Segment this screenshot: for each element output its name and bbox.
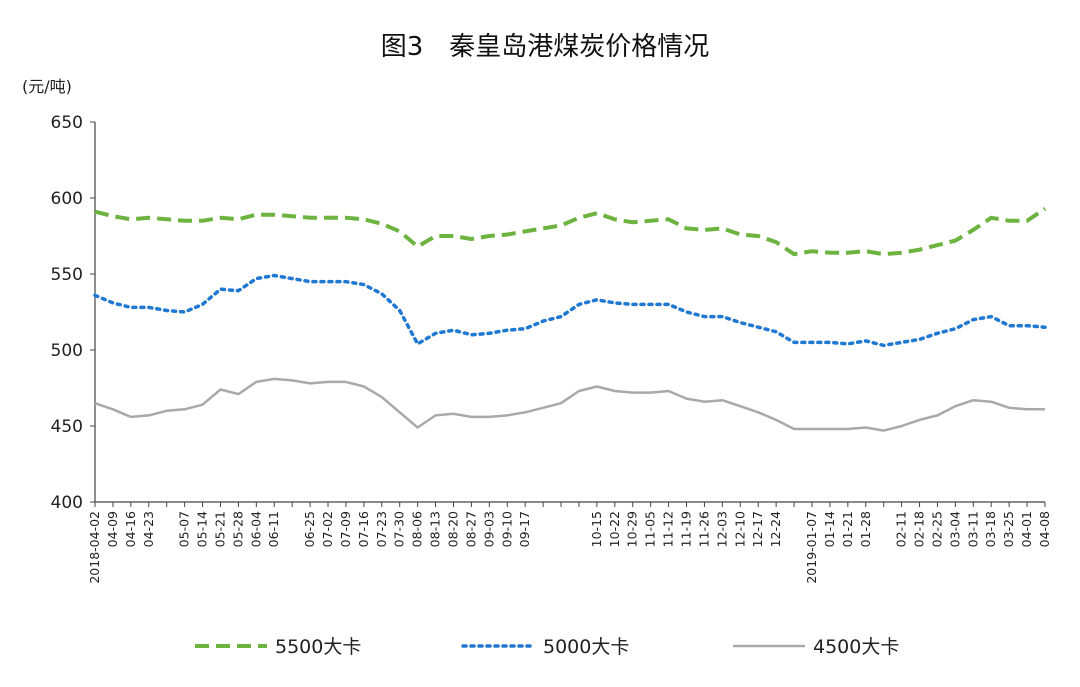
x-tick-label: 05-21 (212, 511, 227, 547)
x-tick-label: 2018-04-02 (87, 511, 102, 584)
x-tick-label: 04-23 (141, 511, 156, 547)
x-tick-label: 07-23 (374, 511, 389, 547)
x-tick-label: 11-12 (661, 511, 676, 547)
series-line-4500大卡 (94, 377, 1045, 432)
x-tick-label: 04-08 (1037, 511, 1052, 547)
y-tick-label: 400 (51, 493, 83, 513)
series-lines (93, 206, 1047, 432)
x-tick-label: 04-16 (123, 511, 138, 547)
x-tick-label: 10-29 (625, 511, 640, 547)
x-tick-label: 03-25 (1001, 511, 1016, 547)
legend: 5500大卡 5000大卡 4500大卡 (195, 636, 899, 658)
x-tick-label: 12-10 (732, 511, 747, 547)
x-tick-label: 08-06 (410, 511, 425, 547)
x-tick-label: 12-17 (750, 511, 765, 547)
x-tick-label: 10-22 (607, 511, 622, 547)
x-tick-label: 06-25 (302, 511, 317, 547)
x-tick-label: 06-04 (248, 511, 263, 547)
y-tick-label: 500 (51, 341, 83, 361)
x-tick-label: 10-15 (589, 511, 604, 547)
x-tick-label: 02-11 (894, 511, 909, 547)
x-tick-label: 03-04 (947, 511, 962, 547)
legend-label: 4500大卡 (813, 636, 899, 658)
x-tick-label: 08-13 (428, 511, 443, 547)
y-tick-labels: 400 450 500 550 600 650 (51, 113, 83, 513)
y-tick-label: 650 (51, 113, 83, 133)
x-tick-label: 04-01 (1019, 511, 1034, 547)
x-tick-label: 02-18 (912, 511, 927, 547)
axes (90, 121, 1046, 507)
x-tick-label: 05-07 (177, 511, 192, 547)
x-tick-label: 07-16 (356, 511, 371, 547)
series-line-5500大卡 (94, 206, 1047, 257)
x-tick-label: 03-11 (965, 511, 980, 547)
series-line-5000大卡 (93, 273, 1047, 348)
x-tick-label: 09-03 (481, 511, 496, 547)
x-tick-label: 05-14 (195, 511, 210, 547)
y-axis-label: (元/吨) (22, 77, 72, 96)
x-tick-label: 2019-01-07 (804, 511, 819, 584)
x-tick-label: 06-11 (266, 511, 281, 547)
x-tick-label: 08-27 (463, 511, 478, 547)
x-tick-label: 09-10 (499, 511, 514, 547)
x-tick-label: 09-17 (517, 511, 532, 547)
y-tick-label: 550 (51, 265, 83, 285)
x-tick-label: 11-05 (643, 511, 658, 547)
legend-label: 5000大卡 (543, 636, 629, 658)
x-tick-label: 12-03 (714, 511, 729, 547)
x-tick-label: 08-20 (445, 511, 460, 547)
x-tick-label: 01-14 (822, 511, 837, 547)
chart-title: 图3 秦皇岛港煤炭价格情况 (381, 32, 710, 62)
x-tick-label: 11-19 (679, 511, 694, 547)
legend-label: 5500大卡 (275, 636, 361, 658)
x-tick-label: 12-24 (768, 511, 783, 547)
x-tick-label: 01-28 (858, 511, 873, 547)
x-tick-label: 07-02 (320, 511, 335, 547)
x-tick-label: 02-25 (929, 511, 944, 547)
x-tick-label: 04-09 (105, 511, 120, 547)
x-tick-label: 07-30 (392, 511, 407, 547)
x-tick-label: 03-18 (983, 511, 998, 547)
x-tick-label: 07-09 (338, 511, 353, 547)
x-tick-label: 01-21 (840, 511, 855, 547)
y-tick-label: 450 (51, 417, 83, 437)
x-tick-labels: 2018-04-02 04-09 04-16 04-23 05-07 05-14 05-21… (87, 511, 1052, 584)
x-tick-label: 05-28 (230, 511, 245, 547)
x-tick-label: 11-26 (696, 511, 711, 547)
y-tick-label: 600 (51, 189, 83, 209)
